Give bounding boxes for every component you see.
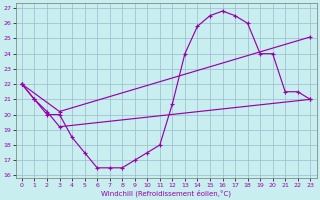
X-axis label: Windchill (Refroidissement éolien,°C): Windchill (Refroidissement éolien,°C) — [101, 189, 231, 197]
